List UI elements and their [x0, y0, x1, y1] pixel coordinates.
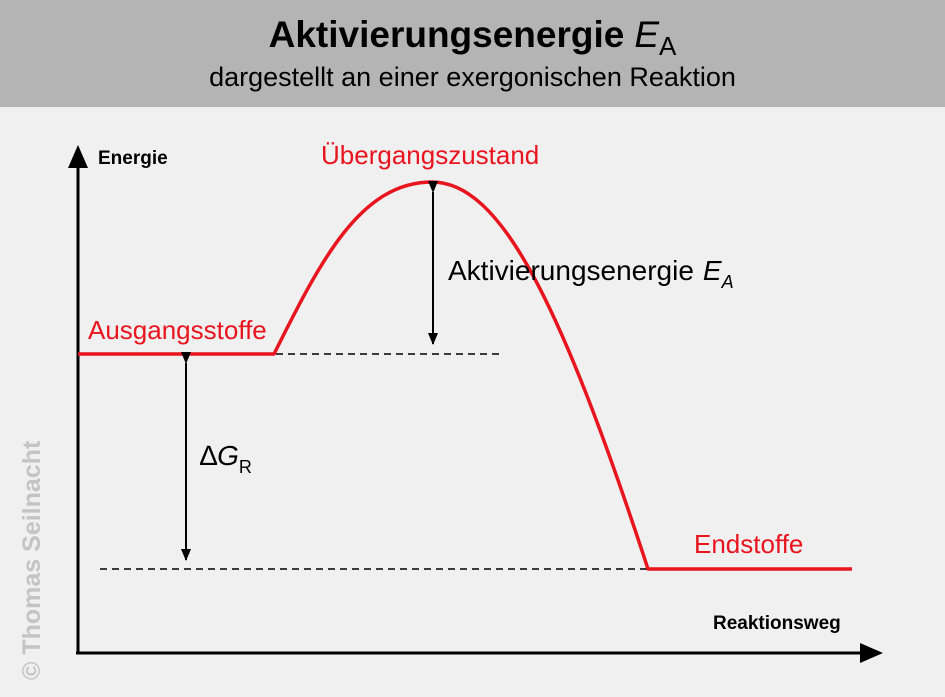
page-title: Aktivierungsenergie EA [0, 14, 945, 62]
title-symbol-subscript: A [659, 31, 677, 61]
reactants-label: Ausgangsstoffe [88, 315, 267, 345]
page-subtitle: dargestellt an einer exergonischen Reakt… [209, 62, 736, 92]
products-label: Endstoffe [694, 529, 803, 559]
header-bar: Aktivierungsenergie EA dargestellt an ein… [0, 0, 945, 107]
activation-energy-symbol: E [703, 255, 722, 286]
transition-state-label: Übergangszustand [321, 140, 539, 170]
x-axis-label: Reaktionsweg [713, 613, 841, 634]
activation-energy-label: Aktivierungsenergie EA [448, 255, 734, 292]
activation-energy-subscript: A [721, 272, 734, 292]
y-axis-arrowhead [68, 145, 88, 168]
title-text: Aktivierungsenergie [268, 14, 625, 55]
title-symbol: EA [634, 14, 677, 61]
delta-symbol: ∆ [200, 440, 218, 471]
delta-g-subscript: R [239, 457, 252, 477]
delta-g-label: ∆GR [200, 440, 252, 477]
copyright-watermark: © Thomas Seilnacht [18, 440, 46, 680]
x-axis-arrowhead [860, 643, 883, 663]
y-axis-label: Energie [98, 148, 168, 169]
energy-curve [78, 180, 852, 571]
delta-g-variable: G [217, 440, 239, 471]
